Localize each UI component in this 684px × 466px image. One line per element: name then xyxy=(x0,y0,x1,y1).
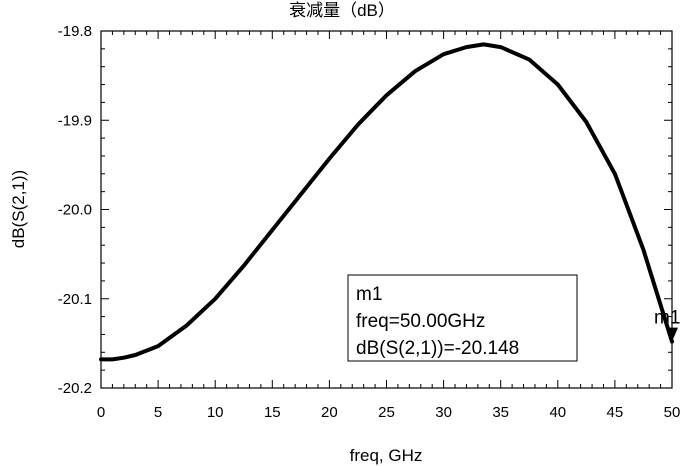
x-axis-label: freq, GHz xyxy=(350,446,423,465)
x-tick-label: 5 xyxy=(154,404,162,421)
marker-box-value: dB(S(2,1))=-20.148 xyxy=(356,338,519,359)
y-tick-label: -19.8 xyxy=(58,23,92,40)
x-tick-label: 25 xyxy=(378,404,395,421)
x-tick-label: 30 xyxy=(435,404,452,421)
x-tick-label: 20 xyxy=(321,404,338,421)
x-tick-label: 50 xyxy=(664,404,681,421)
plot-area xyxy=(100,30,673,389)
marker-box-name: m1 xyxy=(356,284,382,305)
x-tick-labels: 0 5 10 15 20 25 30 35 40 45 50 xyxy=(97,404,681,421)
marker-box: m1 freq=50.00GHz dB(S(2,1))=-20.148 xyxy=(347,274,578,362)
marker-label: m1 xyxy=(654,308,680,329)
y-axis-label: dB(S(2,1)) xyxy=(9,170,28,248)
y-tick-labels: -19.8 -19.9 -20.0 -20.1 -20.2 xyxy=(58,23,92,397)
marker-box-freq: freq=50.00GHz xyxy=(356,311,485,332)
x-tick-label: 10 xyxy=(207,404,224,421)
x-tick-label: 45 xyxy=(607,404,624,421)
x-tick-label: 15 xyxy=(264,404,281,421)
x-tick-label: 0 xyxy=(97,404,105,421)
chart-title: 衰减量（dB） xyxy=(289,1,395,20)
y-tick-label: -20.0 xyxy=(58,202,92,219)
y-tick-label: -20.1 xyxy=(58,291,92,308)
marker-arrow-icon xyxy=(666,327,678,342)
x-tick-label: 40 xyxy=(549,404,566,421)
series-line xyxy=(99,42,674,362)
y-tick-label: -20.2 xyxy=(58,380,92,397)
x-tick-label: 35 xyxy=(492,404,509,421)
y-tick-label: -19.9 xyxy=(58,112,92,129)
